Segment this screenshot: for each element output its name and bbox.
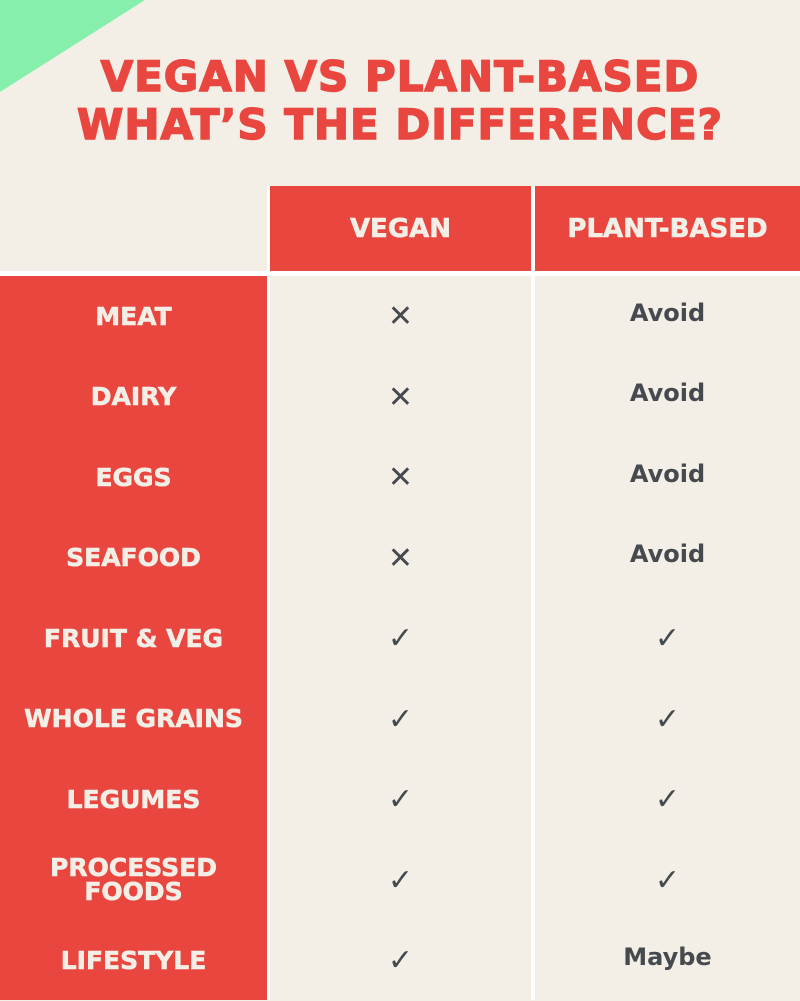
- status-icon: ✕: [387, 540, 414, 576]
- separator: [267, 186, 270, 1000]
- status-text: Avoid: [629, 379, 706, 407]
- corner-decoration: [0, 0, 145, 92]
- row-label-text: SEAFOOD: [66, 543, 201, 572]
- status-text: Avoid: [629, 298, 706, 327]
- status-icon: ✓: [387, 862, 414, 898]
- row-label: FRUIT & VEG: [0, 598, 267, 679]
- row-label-text: DAIRY: [90, 382, 177, 411]
- column-header: VEGAN: [270, 186, 531, 271]
- row-label: WHOLE GRAINS: [0, 679, 267, 760]
- title: VEGAN VS PLANT-BASED: [100, 51, 700, 102]
- row-label-text: WHOLE GRAINS: [24, 704, 243, 733]
- column-header: PLANT-BASED: [535, 186, 800, 271]
- status-icon: ✓: [387, 782, 414, 817]
- label-column: [0, 276, 267, 1000]
- row-label: LEGUMES: [0, 759, 267, 840]
- status-icon: ✓: [654, 862, 681, 898]
- row-label: MEAT: [0, 276, 267, 357]
- row-label-text: FRUIT & VEG: [43, 623, 224, 653]
- status-text: Avoid: [629, 459, 706, 488]
- row-label: PROCESSED FOODS: [0, 840, 267, 921]
- status-icon: ✕: [387, 299, 414, 334]
- row-label-text: MEAT: [95, 301, 172, 331]
- row-label-text: LIFESTYLE: [60, 945, 207, 975]
- status-text: Maybe: [623, 942, 712, 971]
- status-icon: ✓: [654, 701, 681, 737]
- status-icon: ✕: [387, 379, 414, 415]
- status-text: Avoid: [629, 540, 706, 568]
- separator: [0, 271, 800, 276]
- status-icon: ✓: [654, 621, 681, 656]
- status-icon: ✓: [387, 943, 414, 978]
- status-icon: ✓: [387, 621, 414, 656]
- title: WHAT’S THE DIFFERENCE?: [76, 99, 723, 150]
- row-label: SEAFOOD: [0, 518, 267, 599]
- row-label: EGGS: [0, 437, 267, 518]
- status-icon: ✕: [387, 460, 414, 495]
- row-label-text: LEGUMES: [66, 784, 201, 814]
- separator: [531, 186, 535, 1000]
- row-label: DAIRY: [0, 357, 267, 438]
- row-label-text: EGGS: [95, 462, 172, 492]
- row-label: LIFESTYLE: [0, 920, 267, 1001]
- row-label-text: PROCESSED FOODS: [50, 853, 218, 906]
- status-icon: ✓: [654, 782, 681, 817]
- status-icon: ✓: [387, 701, 414, 737]
